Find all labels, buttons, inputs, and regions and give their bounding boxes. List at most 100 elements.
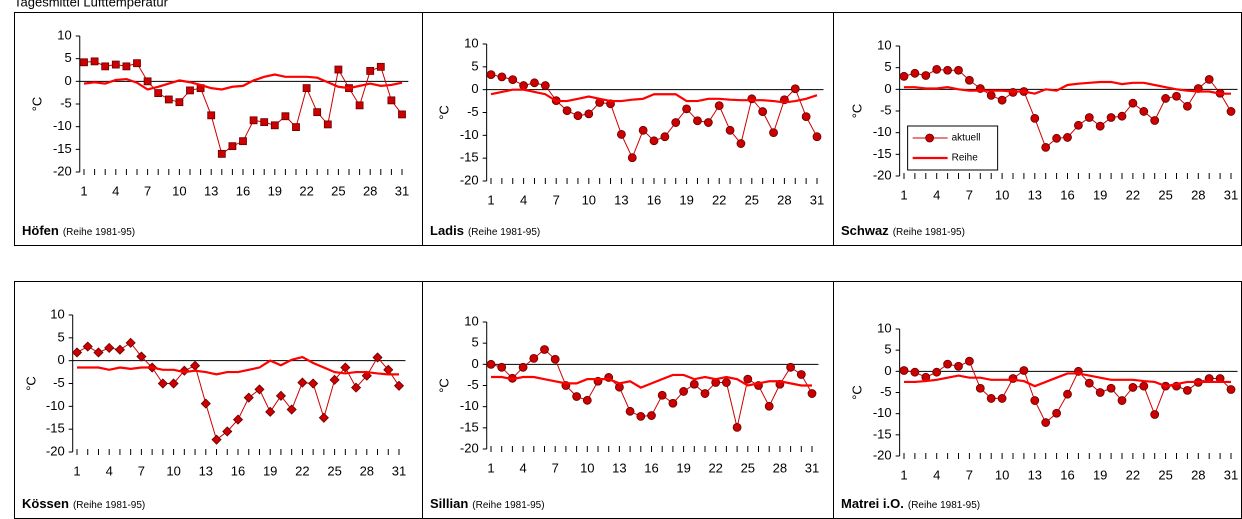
marker [769,128,778,137]
x-tick-label: 13 [1028,467,1042,482]
x-tick-label: 22 [299,183,313,198]
marker [228,142,237,151]
sheet-title: Tagesmittel Lufttemperatur [14,0,169,9]
marker [714,101,724,111]
marker [997,95,1007,105]
marker [275,390,286,401]
marker [1150,116,1160,125]
marker [497,72,507,82]
x-tick-label: 25 [327,463,341,478]
marker [71,347,83,358]
marker [1117,396,1127,405]
marker [582,395,592,405]
y-tick-label: -20 [873,167,892,182]
marker [387,96,396,105]
normal-line [904,80,1231,95]
x-tick-label: 1 [900,467,907,482]
x-tick-label: 16 [644,460,658,475]
marker [562,106,572,116]
y-tick-label: -20 [46,443,65,458]
marker [584,109,594,119]
marker [671,118,681,127]
y-tick-label: -20 [53,163,72,178]
marker [801,112,811,122]
marker [986,91,996,100]
x-tick-label: 1 [487,460,494,475]
y-tick-label: -5 [467,104,479,119]
marker [1139,107,1149,116]
x-tick-label: 28 [1191,467,1205,482]
series-note: (Reihe 1981-95) [468,227,540,238]
marker [647,411,656,420]
marker [1161,94,1170,103]
normal-line [77,355,399,376]
x-tick-label: 16 [1060,467,1074,482]
marker [207,111,216,120]
x-tick-label: 22 [712,192,726,207]
marker [111,60,120,69]
marker [1052,133,1061,143]
x-tick-label: 22 [295,463,309,478]
y-tick-label: 5 [471,335,478,350]
y-tick-label: 0 [884,81,891,96]
station-name: Schwaz [841,223,889,238]
marker [764,401,774,411]
marker [1063,389,1072,399]
y-tick-label: 10 [464,313,478,328]
marker [660,132,670,142]
y-axis-label: °C [436,105,451,120]
marker [1128,383,1138,392]
marker [965,356,974,366]
x-tick-label: 19 [1093,467,1107,482]
marker [302,84,311,93]
series-note: (Reihe 1981-95) [893,227,965,238]
marker [954,65,963,75]
marker [625,406,635,416]
marker [265,406,276,417]
marker [736,139,746,148]
x-tick-label: 7 [552,460,559,475]
marker [1041,142,1051,152]
y-tick-label: 5 [57,329,64,344]
x-tick-label: 16 [1060,187,1074,202]
x-tick-label: 1 [900,187,907,202]
x-tick-label: 4 [519,460,526,475]
marker [286,404,297,415]
marker [1106,113,1116,122]
marker [689,379,699,389]
marker [530,78,539,88]
marker [340,362,351,373]
y-tick-label: 10 [877,320,891,335]
marker [925,133,935,143]
marker [164,95,173,104]
marker [334,65,343,74]
marker [497,362,507,372]
marker [649,136,659,146]
x-tick-label: 25 [1158,467,1172,482]
marker [297,377,308,388]
y-tick-label: 0 [471,81,478,96]
x-tick-label: 13 [614,192,628,207]
marker [529,354,539,363]
marker [722,378,731,387]
y-tick-label: -15 [46,421,65,436]
marker [657,390,667,400]
marker [550,354,560,364]
x-tick-label: 28 [363,183,377,198]
y-tick-label: 0 [884,363,891,378]
marker [910,367,920,377]
x-tick-label: 10 [995,187,1009,202]
y-tick-label: -20 [873,447,892,462]
x-tick-label: 31 [1224,467,1238,482]
marker [154,89,163,98]
x-tick-label: 28 [773,460,787,475]
marker [758,107,768,116]
y-tick-label: -15 [53,141,72,156]
marker [486,359,496,369]
normal-line [904,372,1231,388]
x-tick-label: 19 [676,460,690,475]
x-tick-label: 7 [966,467,973,482]
x-tick-label: 4 [933,187,940,202]
marker [376,62,385,71]
marker [518,362,528,372]
